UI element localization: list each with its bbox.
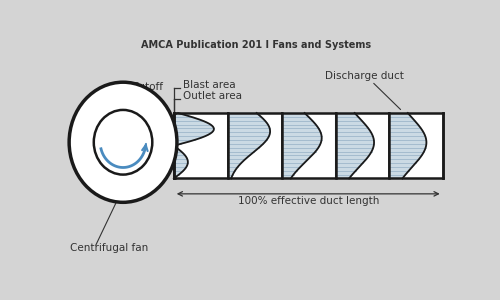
- Ellipse shape: [94, 110, 152, 175]
- Polygon shape: [390, 113, 426, 178]
- Ellipse shape: [69, 82, 177, 202]
- Polygon shape: [390, 113, 426, 178]
- Bar: [174, 113, 442, 178]
- Text: Outlet area: Outlet area: [183, 91, 242, 101]
- Polygon shape: [174, 113, 214, 178]
- Polygon shape: [282, 113, 322, 178]
- Text: AMCA Publication 201 I Fans and Systems: AMCA Publication 201 I Fans and Systems: [141, 40, 372, 50]
- Text: Blast area: Blast area: [183, 80, 236, 90]
- Polygon shape: [336, 113, 374, 178]
- Text: Centrifugal fan: Centrifugal fan: [70, 243, 148, 253]
- Polygon shape: [174, 113, 214, 178]
- Polygon shape: [228, 113, 270, 178]
- Polygon shape: [282, 113, 322, 178]
- Text: Cutoff: Cutoff: [131, 82, 163, 92]
- Text: Discharge duct: Discharge duct: [324, 71, 404, 81]
- Text: 100% effective duct length: 100% effective duct length: [238, 196, 379, 206]
- Polygon shape: [336, 113, 374, 178]
- Polygon shape: [228, 113, 270, 178]
